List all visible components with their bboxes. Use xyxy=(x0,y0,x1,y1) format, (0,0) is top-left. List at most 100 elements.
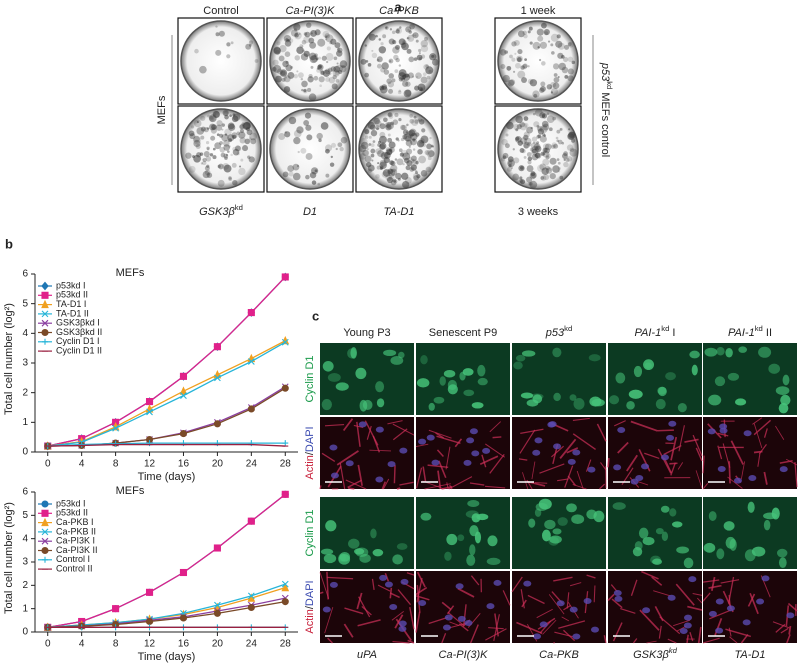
nucleus xyxy=(668,595,676,601)
x-tick-label: 4 xyxy=(79,459,85,470)
fiber xyxy=(390,588,391,598)
colony xyxy=(287,39,289,41)
colony xyxy=(293,164,300,171)
colony xyxy=(373,118,380,125)
label-part: kd xyxy=(661,324,669,333)
colony xyxy=(189,131,195,137)
point xyxy=(248,518,254,524)
nucleus xyxy=(370,529,376,539)
nucleus xyxy=(553,443,561,449)
colony xyxy=(366,162,371,167)
x-tick-label: 8 xyxy=(113,459,119,470)
colony xyxy=(524,116,529,121)
x-tick-label: 12 xyxy=(144,639,156,650)
colony xyxy=(273,47,280,54)
colony xyxy=(223,110,229,116)
colony xyxy=(397,158,404,165)
label-part: Cyclin D1 xyxy=(304,355,316,402)
colony xyxy=(399,148,403,152)
y-tick-label: 4 xyxy=(22,328,28,339)
label-part: PAI-1 xyxy=(635,327,662,339)
colony xyxy=(319,84,322,87)
nucleus xyxy=(738,346,747,353)
fiber xyxy=(608,458,609,467)
colony xyxy=(237,152,240,155)
nucleus xyxy=(469,544,475,555)
column-label: TA-D1 xyxy=(384,206,415,218)
colony xyxy=(308,74,312,78)
colony xyxy=(413,175,419,181)
colony xyxy=(524,58,527,61)
nucleus xyxy=(692,365,698,376)
colony xyxy=(399,64,401,66)
nucleus xyxy=(634,366,642,377)
colony xyxy=(377,143,381,147)
colony xyxy=(503,155,507,159)
chart-title: MEFs xyxy=(116,485,145,497)
nucleus xyxy=(728,373,739,381)
y-tick-label: 4 xyxy=(22,533,28,544)
colony xyxy=(557,158,560,161)
nucleus xyxy=(705,348,718,357)
point xyxy=(113,606,119,612)
colony xyxy=(227,150,230,153)
colony xyxy=(242,122,245,125)
colony xyxy=(317,39,325,47)
colony xyxy=(389,38,395,44)
nucleus xyxy=(764,520,771,531)
colony xyxy=(206,141,209,144)
nucleus xyxy=(568,459,576,465)
point xyxy=(180,373,186,379)
colony xyxy=(202,161,206,165)
colony xyxy=(204,151,210,157)
colony xyxy=(293,23,300,30)
colony xyxy=(537,164,544,171)
x-tick-label: 8 xyxy=(113,639,119,650)
nucleus xyxy=(528,519,535,528)
colony xyxy=(225,133,227,135)
micrograph xyxy=(416,417,510,489)
colony xyxy=(567,156,572,161)
colony xyxy=(384,69,389,74)
nucleus xyxy=(629,390,643,399)
nucleus xyxy=(420,355,428,364)
nucleus xyxy=(354,548,364,554)
colony xyxy=(370,149,375,154)
colony xyxy=(317,183,320,186)
nucleus xyxy=(401,579,409,585)
x-tick-label: 24 xyxy=(246,459,258,470)
colony xyxy=(412,34,415,37)
colony xyxy=(514,53,516,55)
colony xyxy=(544,29,550,35)
colony xyxy=(365,135,368,138)
nucleus xyxy=(399,620,407,626)
nucleus xyxy=(665,372,676,380)
label-part: kd xyxy=(669,646,678,655)
colony xyxy=(516,56,523,63)
nucleus xyxy=(323,607,331,613)
colony xyxy=(507,167,512,172)
nucleus xyxy=(669,508,676,516)
colony xyxy=(303,36,310,43)
nucleus xyxy=(375,381,384,392)
column-label: Control xyxy=(203,5,238,17)
colony xyxy=(231,41,234,44)
colony xyxy=(379,46,386,53)
nucleus xyxy=(417,378,430,387)
colony xyxy=(409,114,413,118)
nucleus xyxy=(377,398,384,407)
colony xyxy=(524,156,527,159)
colony xyxy=(361,59,367,65)
colony xyxy=(211,127,217,133)
nucleus xyxy=(553,393,561,401)
nucleus xyxy=(587,467,595,473)
column-label: GSK3βkd xyxy=(633,646,677,661)
column-label: PAI-1kd II xyxy=(728,324,772,339)
colony xyxy=(398,139,400,141)
nucleus xyxy=(339,552,350,562)
colony xyxy=(519,176,522,179)
y-tick-label: 2 xyxy=(22,387,28,398)
colony xyxy=(515,128,518,131)
colony xyxy=(371,50,373,52)
nucleus xyxy=(336,382,349,390)
